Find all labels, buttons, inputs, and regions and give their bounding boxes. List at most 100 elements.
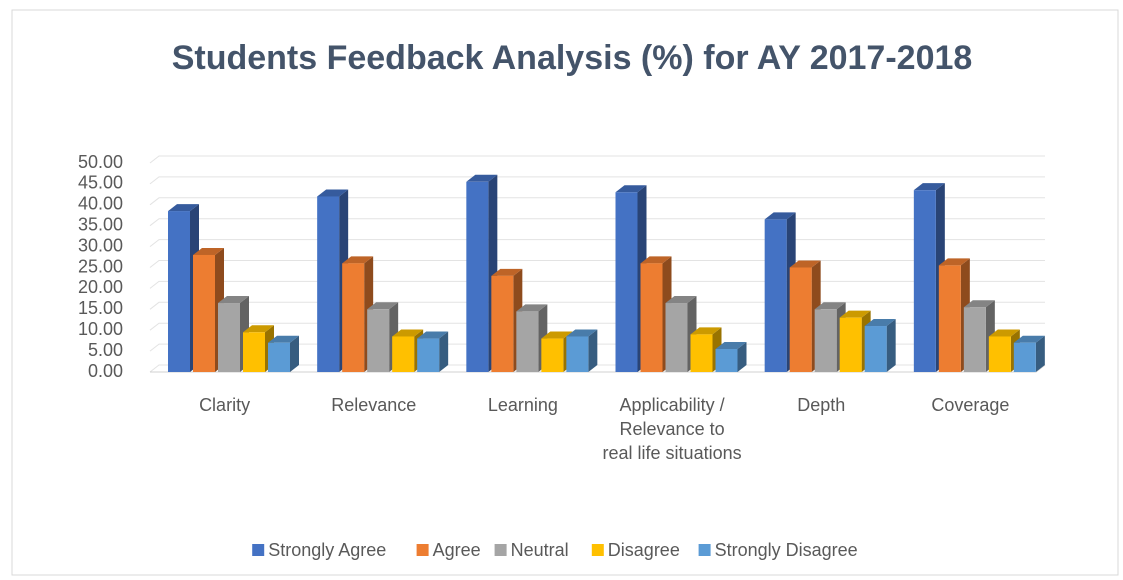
bar-top [193,247,224,255]
bar [466,181,489,372]
grid-line [149,155,1045,164]
bar [541,338,564,372]
legend-swatch [416,544,429,556]
bar [615,192,638,372]
bar-top [243,325,274,333]
bar-side [439,331,449,372]
bar-top [541,331,573,339]
bar-top [938,258,970,266]
bar [690,334,713,372]
legend-swatch [252,544,265,556]
grid-line [149,176,1045,185]
bar-top [218,296,249,304]
bar [392,336,415,372]
floor [150,364,1046,373]
y-tick-label: 30.00 [78,235,123,255]
grid-line [149,260,1045,268]
chart-title: Students Feedback Analysis (%) for AY 20… [172,39,973,77]
y-tick-label: 25.00 [78,256,123,276]
grid-line [149,301,1045,310]
y-tick-label: 5.00 [88,340,123,360]
bar-top [913,183,945,191]
bar-side [1035,335,1045,372]
bar [988,336,1011,372]
y-tick-label: 50.00 [78,152,123,172]
grid-line [149,343,1045,352]
bar [491,275,514,372]
x-tick-label: Relevance [331,395,417,415]
bar [938,265,961,372]
y-tick-label: 40.00 [78,194,123,214]
grid-line [149,239,1045,247]
grid-line [149,218,1045,227]
bar [168,211,190,372]
bar [814,309,837,372]
bar [864,326,887,372]
bar-side [737,342,747,372]
bar [789,267,812,372]
x-tick-label: Clarity [199,395,251,415]
bar [764,219,787,372]
bar-top [690,327,722,335]
bar [243,332,265,372]
bar-top [864,319,896,327]
bar-top [988,329,1020,337]
legend-label: Strongly Disagree [715,540,858,560]
bar-top [963,300,995,308]
bar-side [588,329,598,372]
bar-top [491,268,523,276]
x-tick-label: Depth [797,395,846,415]
bar [417,338,440,372]
bar-side [290,335,299,372]
bar-top [839,310,871,318]
grid-line [149,322,1045,331]
y-tick-label: 35.00 [78,214,123,234]
legend-swatch [591,544,604,556]
bar [268,342,290,372]
bar-top [317,189,349,197]
bar [913,190,936,372]
legend-label: Strongly Agree [268,540,386,560]
bar [715,349,738,372]
bar-top [342,256,374,264]
bar-top [814,302,846,310]
bar-top [566,329,598,337]
bar-top [715,342,747,350]
bar-top [417,331,449,339]
bar-side [886,319,896,372]
legend-swatch [494,544,507,556]
bar-top [516,304,548,312]
bar-top [615,185,647,193]
bar [665,303,688,372]
bar-top [367,302,399,310]
x-tick-label: Learning [487,395,558,415]
bar-top [764,212,796,220]
bar-top [640,256,672,264]
bar [839,317,862,372]
bar-top [1013,335,1045,343]
bar-top [268,335,299,343]
bar-top [392,329,424,337]
bar [566,336,589,372]
grid-line [149,280,1045,289]
y-tick-label: 10.00 [78,319,123,339]
y-tick-label: 45.00 [78,173,123,193]
legend-swatch [698,544,711,556]
y-tick-label: 15.00 [78,298,123,318]
bar [516,311,539,372]
bar [218,303,240,372]
y-tick-label: 0.00 [88,361,123,381]
x-tick-label: Applicability / Relevance to real life s… [602,395,742,463]
bar [1013,342,1036,372]
y-tick-label: 20.00 [78,277,123,297]
bar-top [665,296,697,304]
legend-label: Neutral [511,540,569,560]
bar [193,254,215,372]
bar [367,309,390,372]
bar-top [466,174,498,182]
legend-label: Agree [433,540,481,560]
bar [640,263,663,372]
bar-top [789,260,821,268]
